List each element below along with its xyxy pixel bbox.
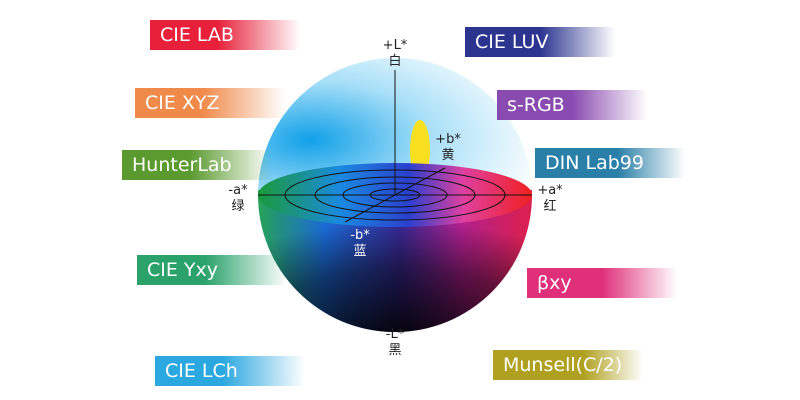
axis-label: +a* 红 — [530, 183, 570, 215]
axis-label: +L* 白 — [375, 38, 415, 70]
banner: Munsell(C/2) — [493, 350, 643, 380]
axis-sign: -L* — [385, 327, 405, 342]
axis-label: -a* 绿 — [218, 183, 258, 215]
axis-name: 黑 — [388, 343, 402, 358]
axis-label: -L* 黑 — [375, 327, 415, 359]
axis-name: 黄 — [441, 148, 455, 163]
axis-sign: +a* — [537, 183, 563, 198]
banner: CIE XYZ — [135, 88, 285, 118]
axis-sign: +b* — [435, 132, 461, 147]
axis-name: 蓝 — [353, 244, 367, 259]
axis-name: 红 — [543, 199, 557, 214]
banner: HunterLab — [122, 150, 272, 180]
banner: CIE LUV — [465, 27, 615, 57]
banner: βxy — [527, 268, 677, 298]
axis-name: 白 — [388, 54, 402, 69]
rings — [258, 70, 532, 223]
axis-label: -b* 蓝 — [340, 228, 380, 260]
banner: CIE LCh — [155, 356, 305, 386]
banner: CIE LAB — [150, 20, 300, 50]
axis-sign: -a* — [228, 183, 248, 198]
axis-sign: +L* — [382, 38, 408, 53]
axis-sign: -b* — [350, 228, 370, 243]
axis-label: +b* 黄 — [428, 132, 468, 164]
axis-name: 绿 — [231, 199, 245, 214]
banner: CIE Yxy — [137, 255, 287, 285]
banner: DIN Lab99 — [535, 148, 685, 178]
banner: s-RGB — [497, 90, 647, 120]
